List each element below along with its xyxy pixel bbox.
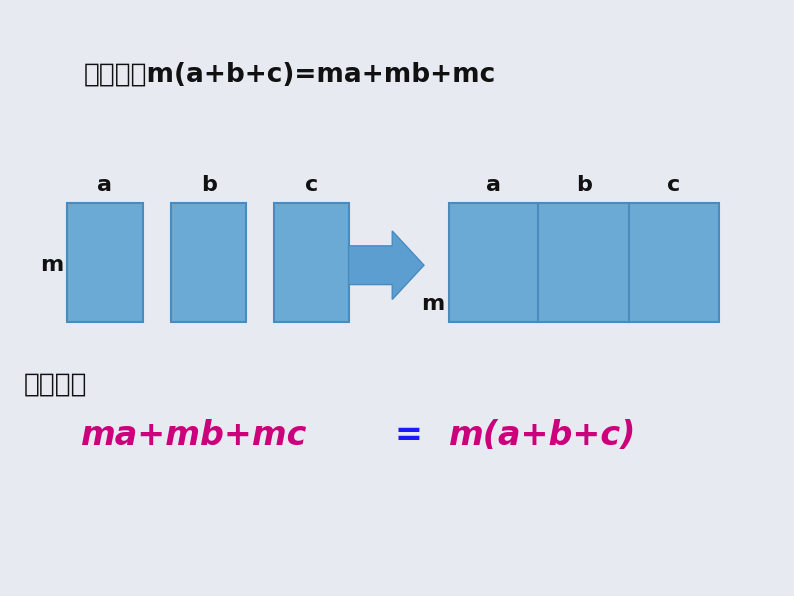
Text: a: a <box>98 175 112 195</box>
Polygon shape <box>349 231 424 299</box>
Text: b: b <box>576 175 592 195</box>
Text: m: m <box>40 255 64 275</box>
Bar <box>274 203 349 322</box>
Bar <box>171 203 246 322</box>
Bar <box>449 203 719 322</box>
Text: 因式分解: 因式分解 <box>24 371 87 398</box>
Text: c: c <box>305 175 318 195</box>
Text: a: a <box>486 175 500 195</box>
Text: b: b <box>201 175 217 195</box>
Text: ma+mb+mc: ma+mb+mc <box>81 418 308 452</box>
Text: =: = <box>395 418 423 452</box>
Text: 整式乘法m(a+b+c)=ma+mb+mc: 整式乘法m(a+b+c)=ma+mb+mc <box>83 61 495 88</box>
Text: m(a+b+c): m(a+b+c) <box>449 418 636 452</box>
Text: m: m <box>421 294 445 314</box>
Bar <box>67 203 143 322</box>
Text: c: c <box>668 175 680 195</box>
